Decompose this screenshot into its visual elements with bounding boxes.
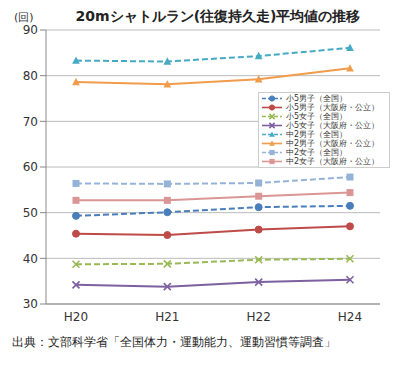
html-text:(回): (回) bbox=[14, 11, 34, 24]
svg-text:H21: H21 bbox=[155, 310, 179, 324]
html-text:小5男子（全国）: 小5男子（全国） bbox=[286, 94, 348, 103]
svg-text:70: 70 bbox=[23, 115, 38, 129]
svg-text:80: 80 bbox=[23, 69, 38, 83]
html-text:出典：文部科学省「全国体力・運動能力、運動習慣等調査」: 出典：文部科学省「全国体力・運動能力、運動習慣等調査」 bbox=[12, 335, 336, 349]
html-text:小5女子（大阪府・公立）: 小5女子（大阪府・公立） bbox=[286, 121, 380, 130]
html-text:中2女子（大阪府・公立）: 中2女子（大阪府・公立） bbox=[286, 157, 380, 166]
svg-text:H24: H24 bbox=[338, 310, 362, 324]
html-text:中2女子（全国）: 中2女子（全国） bbox=[286, 148, 348, 157]
svg-text:30: 30 bbox=[23, 297, 38, 311]
svg-text:40: 40 bbox=[23, 252, 38, 266]
svg-text:50: 50 bbox=[23, 206, 38, 220]
svg-text:90: 90 bbox=[23, 23, 38, 37]
html-text:小5女子（全国）: 小5女子（全国） bbox=[286, 112, 348, 121]
svg-text:H22: H22 bbox=[247, 310, 271, 324]
svg-text:H20: H20 bbox=[64, 310, 88, 324]
html-text:小5男子（大阪府・公立）: 小5男子（大阪府・公立） bbox=[286, 103, 380, 112]
html-text:中2男子（全国）: 中2男子（全国） bbox=[286, 130, 348, 139]
html-text:中2男子（大阪府・公立）: 中2男子（大阪府・公立） bbox=[286, 139, 380, 148]
html-text:20mシャトルラン(往復持久走)平均値の推移: 20mシャトルラン(往復持久走)平均値の推移 bbox=[75, 8, 361, 24]
svg-text:60: 60 bbox=[23, 160, 38, 174]
